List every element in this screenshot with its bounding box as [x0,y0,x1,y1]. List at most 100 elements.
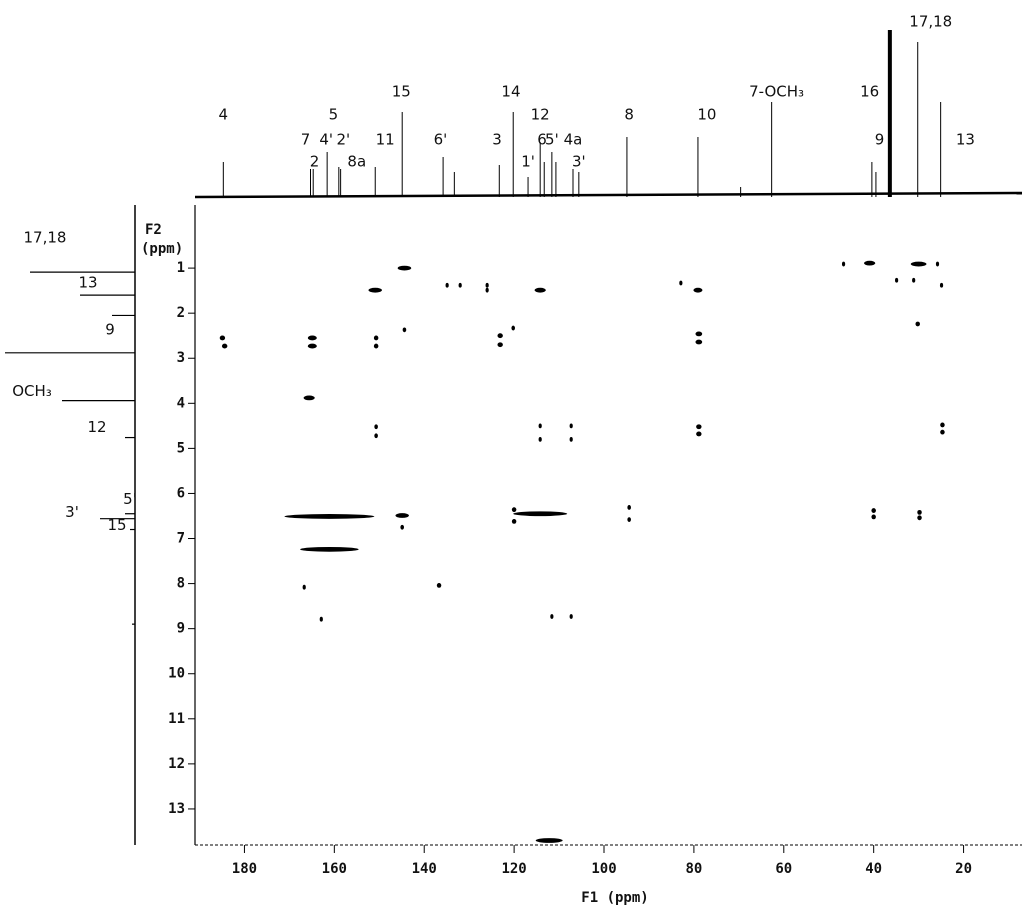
cross-peak [221,343,228,349]
y-tick-label: 13 [168,801,185,817]
cross-peak [436,582,442,588]
left-peak-label: 15 [107,516,126,534]
x-tick-label: 100 [591,861,616,877]
cross-peak [497,342,503,348]
cross-peak [871,508,876,513]
top-peak-label: 8a [347,153,366,171]
cross-peak [400,524,404,530]
cross-peak [402,327,407,333]
cross-peak [841,261,846,267]
x-tick-label: 80 [685,861,702,877]
top-peak-label: 11 [376,131,395,149]
y-tick-label: 8 [177,576,185,592]
cross-peak [300,546,359,552]
y-tick-label: 4 [177,395,185,411]
top-peak-label: 7 [301,131,311,149]
top-peak-label: 3 [492,131,502,149]
cross-peak [319,616,323,622]
left-peak-label: 3' [65,503,79,521]
cross-peak [307,343,317,349]
top-peak-label: 15 [392,83,411,101]
cross-peak [284,514,375,519]
cross-peak [485,287,489,293]
top-peak-label: 12 [531,106,550,124]
x-tick-label: 140 [412,861,437,877]
cross-peak [627,505,631,510]
cross-peak [696,424,702,430]
y-tick-label: 11 [168,711,185,727]
cross-peak [302,584,306,590]
top-baseline [194,191,1022,199]
y-tick-label: 7 [177,531,185,547]
cross-peak [397,265,412,271]
cross-peak [550,614,554,619]
cross-peak [871,514,876,520]
y-tick-label: 1 [177,260,185,276]
top-peak-label: 4' [319,131,333,149]
cross-peak [569,614,573,619]
y-tick-label: 3 [177,350,185,366]
top-peak-label: 6' [434,131,448,149]
cross-peak [307,335,317,341]
top-peak-label: 3' [572,153,586,171]
y-tick-label: 2 [177,305,185,321]
x-tick-label: 20 [955,861,972,877]
top-peak-label: 9 [875,131,885,149]
top-peak-label: 2' [336,131,350,149]
x-tick-label: 180 [232,861,257,877]
y-tick-label: 6 [177,485,185,501]
top-peak-label: 5' [545,131,559,149]
top-peak-label: 13 [956,131,975,149]
cross-peak [695,331,703,337]
cross-peak [303,395,315,401]
cross-peak [569,436,573,442]
cross-peak [939,282,944,288]
left-peak-label: 5' [123,490,137,508]
cross-peak [535,838,563,843]
left-peak-label: 9 [105,320,115,338]
y-axis-label: (ppm) [141,241,183,257]
cross-peak [910,261,927,267]
top-peak-label: 7-OCH₃ [749,83,804,101]
y-tick-label: 5 [177,440,185,456]
y-tick-label: 10 [168,666,185,682]
y-axis-label: F2 [145,222,162,238]
cross-peak [373,335,379,341]
cross-peak [935,261,940,267]
top-peak-label: 17,18 [909,13,952,31]
x-axis-label: F1 (ppm) [581,890,648,906]
cross-peak [513,511,568,517]
left-peak-label: OCH₃ [12,382,52,400]
cross-peak [511,518,517,524]
cross-peak [538,423,542,429]
cross-peak [917,515,922,521]
cross-peak [569,423,573,429]
cross-peak [895,277,899,283]
top-peak-label: 1' [521,153,535,171]
cross-peak [940,422,945,428]
cross-peak [534,287,546,293]
left-peak-label: 12 [87,418,106,436]
cross-peak [912,277,916,283]
cross-peak [485,282,489,288]
top-peak-label: 2 [310,153,320,171]
x-tick-label: 60 [775,861,792,877]
y-tick-label: 12 [168,756,185,772]
cross-peak [915,321,920,327]
cross-peak [445,282,449,288]
cross-peak [368,287,382,293]
cross-peak [627,517,631,522]
cross-peak [219,335,226,341]
cross-peak [679,280,683,286]
y-tick-label: 9 [177,621,185,637]
cross-peak [373,343,379,349]
cross-peak [374,433,378,439]
cross-peak [696,431,702,437]
cross-peak [511,325,516,331]
left-peak-label: 17,18 [24,229,67,247]
cross-peak [940,429,945,435]
cross-peak [695,339,703,345]
cross-peak [458,282,462,288]
x-tick-label: 120 [501,861,526,877]
